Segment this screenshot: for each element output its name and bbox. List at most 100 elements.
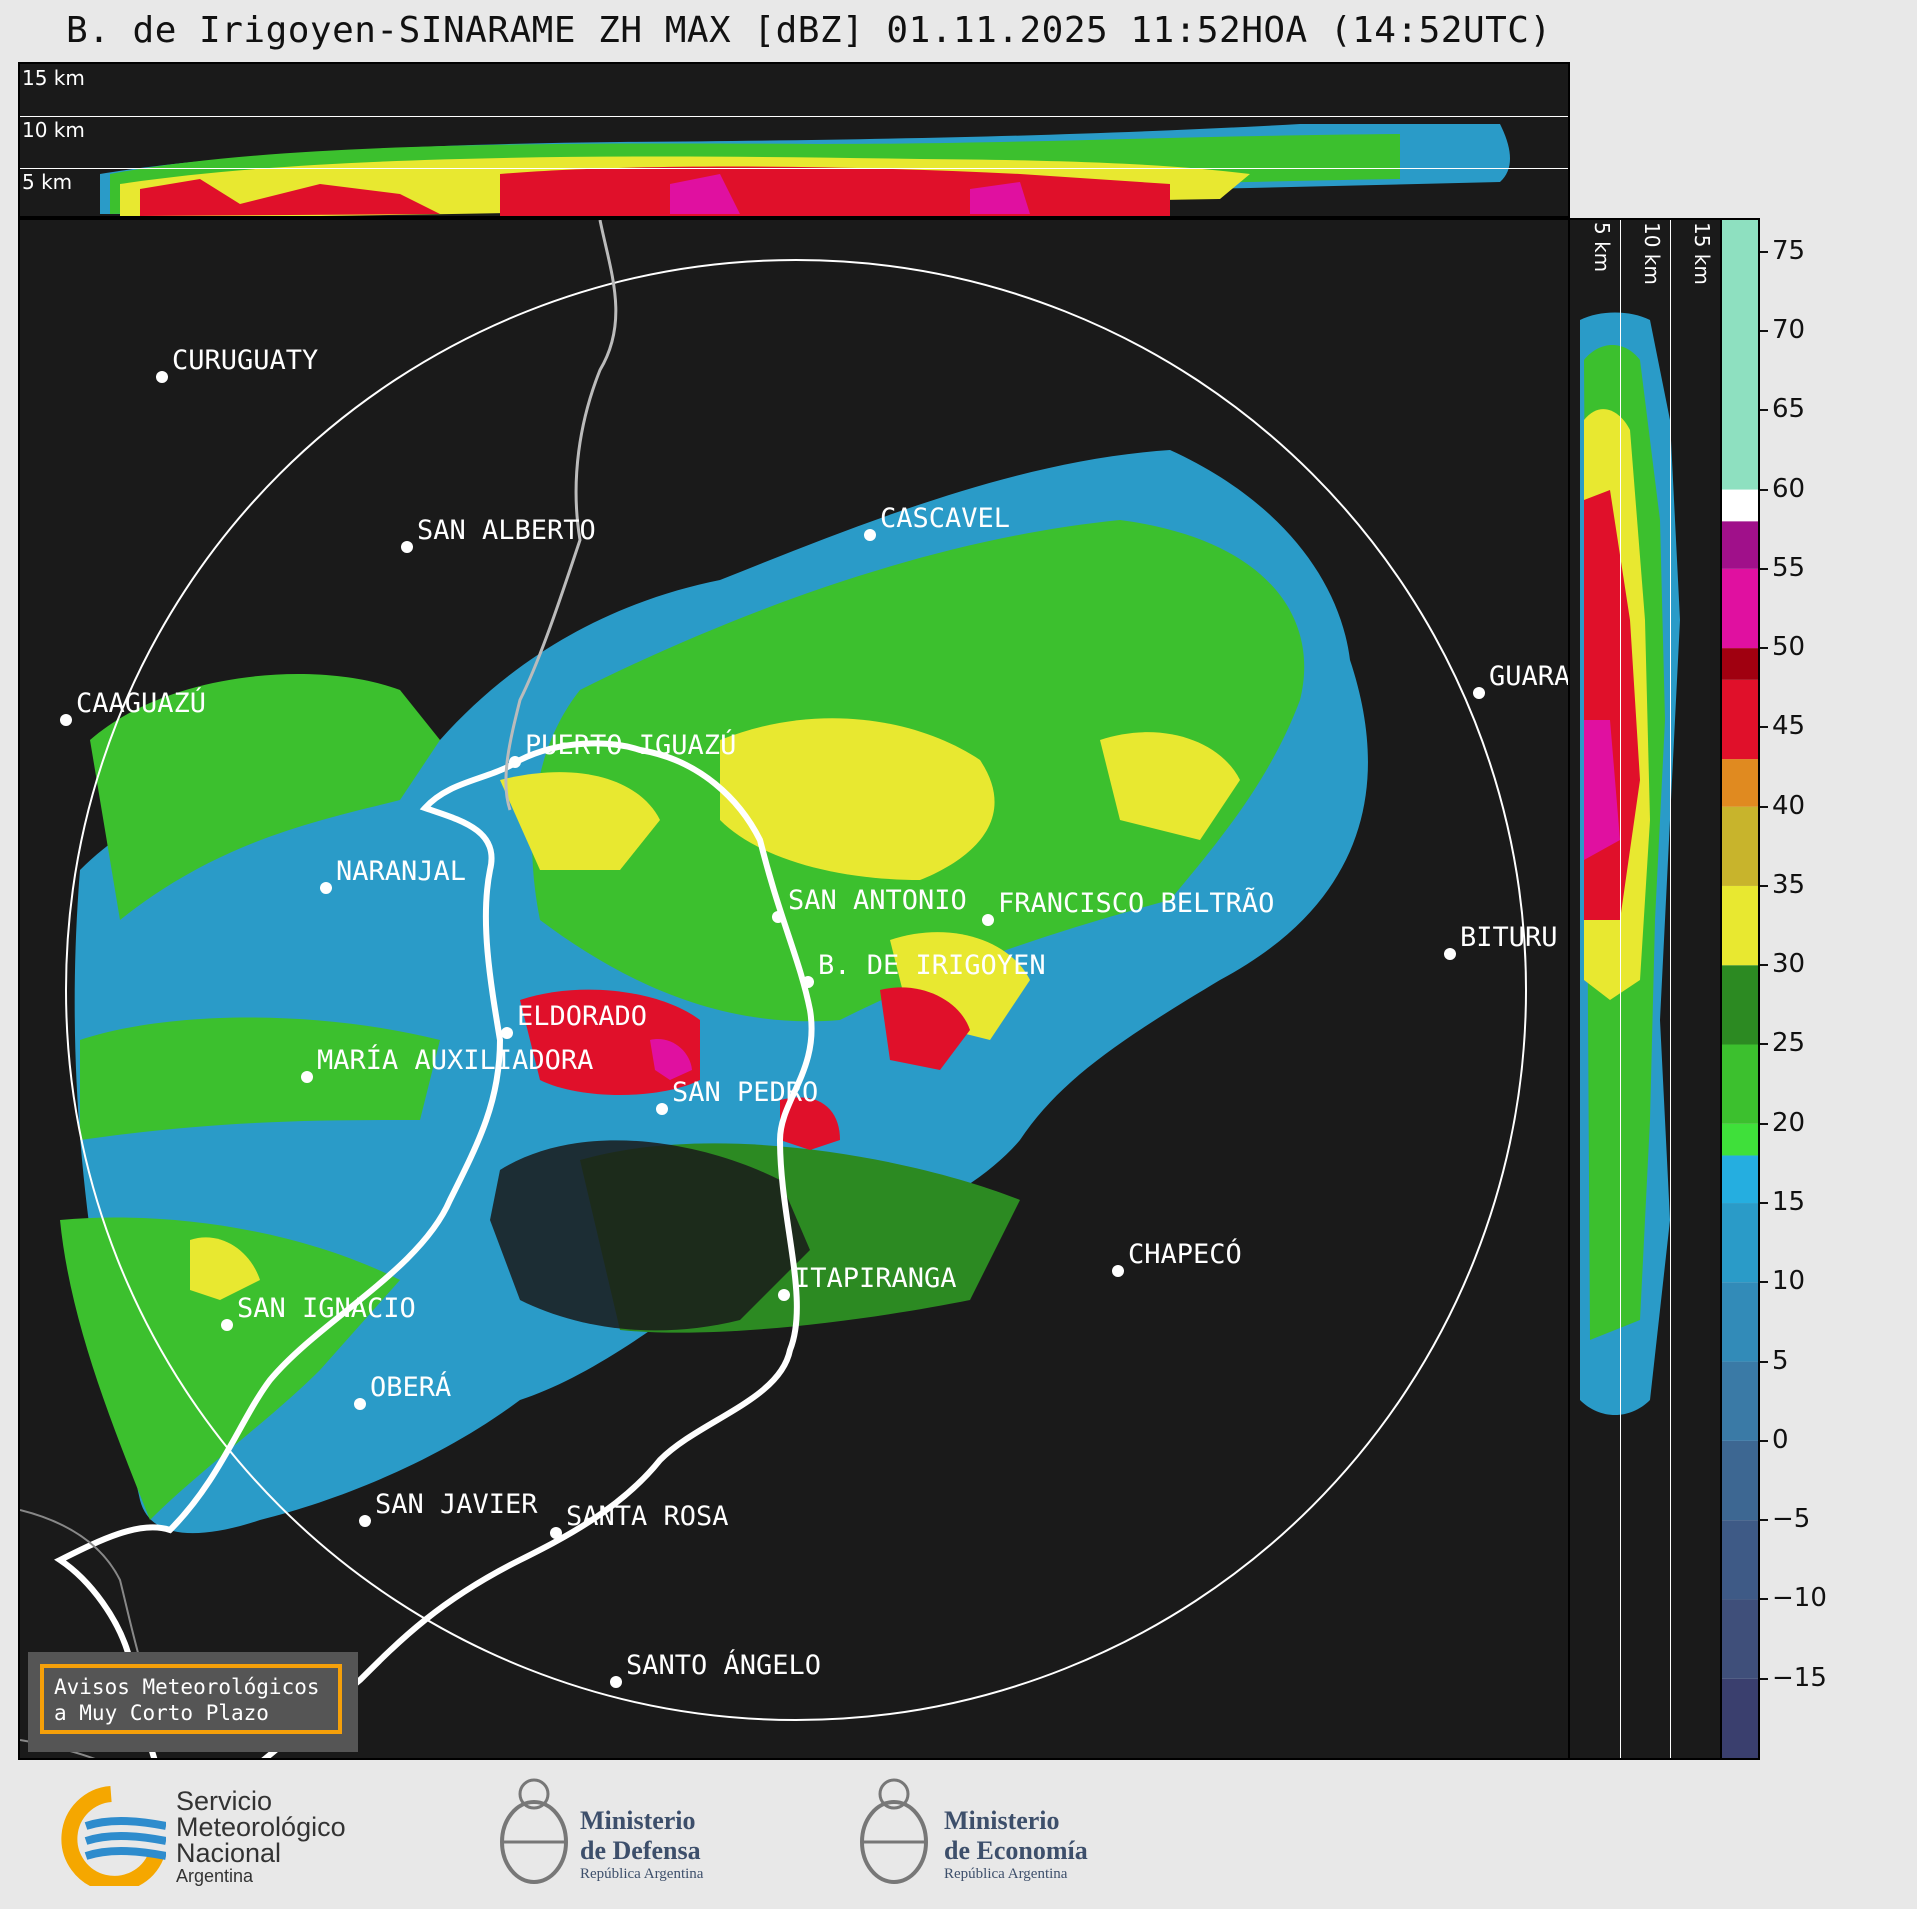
colorbar-band xyxy=(1722,1203,1758,1283)
city-san-pedro[interactable]: SAN PEDRO xyxy=(656,1077,818,1115)
smn-line1: Servicio xyxy=(176,1786,273,1816)
city-label: CASCAVEL xyxy=(880,503,1010,534)
city-chapec-[interactable]: CHAPECÓ xyxy=(1112,1238,1242,1277)
colorbar-tick-label: 70 xyxy=(1772,314,1806,345)
city-label: CHAPECÓ xyxy=(1128,1238,1242,1270)
city-ober-[interactable]: OBERÁ xyxy=(354,1371,451,1410)
city-curuguaty[interactable]: CURUGUATY xyxy=(156,345,318,383)
city-marker-icon[interactable] xyxy=(301,1071,313,1083)
city-marker-icon[interactable] xyxy=(501,1027,513,1039)
colorbar-tick-label: 45 xyxy=(1772,711,1806,742)
city-label: SAN PEDRO xyxy=(672,1077,818,1108)
city-san-alberto[interactable]: SAN ALBERTO xyxy=(401,515,596,553)
smn-line4: Argentina xyxy=(176,1866,254,1886)
city-naranjal[interactable]: NARANJAL xyxy=(320,856,466,894)
colorbar-tick-label: 40 xyxy=(1772,790,1806,821)
colorbar-tick-label: −10 xyxy=(1772,1583,1827,1614)
city-francisco-beltr-o[interactable]: FRANCISCO BELTRÃO xyxy=(982,887,1274,926)
radar-map-panel[interactable]: CURUGUATY SAN ALBERTO CAAGUAZÚ CASCAVEL GUAR… xyxy=(18,218,1570,1760)
economia-logo: Ministerio de Economía República Argenti… xyxy=(854,1772,1134,1898)
top-cross-section-echo xyxy=(100,124,1510,216)
cities-layer: CURUGUATY SAN ALBERTO CAAGUAZÚ CASCAVEL GUAR… xyxy=(60,345,1570,1688)
city-marker-icon[interactable] xyxy=(359,1515,371,1527)
colorbar-tick-mark xyxy=(1760,250,1768,253)
defensa-line2: de Defensa xyxy=(580,1836,701,1865)
city-marker-icon[interactable] xyxy=(772,911,784,923)
city-label: MARÍA AUXILIADORA xyxy=(317,1044,593,1076)
city-label: CURUGUATY xyxy=(172,345,318,376)
city-san-javier[interactable]: SAN JAVIER xyxy=(359,1489,538,1527)
city-cascavel[interactable]: CASCAVEL xyxy=(864,503,1010,541)
colorbar-tick-mark xyxy=(1760,647,1768,650)
defensa-line3: República Argentina xyxy=(580,1866,704,1882)
city-label: FRANCISCO BELTRÃO xyxy=(998,887,1274,919)
reflectivity-yellow-area xyxy=(190,718,1240,1300)
city-san-antonio[interactable]: SAN ANTONIO xyxy=(772,885,967,923)
colorbar-svg xyxy=(1722,220,1758,1758)
city-puerto-iguaz-[interactable]: PUERTO IGUAZÚ xyxy=(509,729,736,768)
city-marker-icon[interactable] xyxy=(401,541,413,553)
city-marker-icon[interactable] xyxy=(1444,948,1456,960)
city-mar-a-auxiliadora[interactable]: MARÍA AUXILIADORA xyxy=(301,1044,593,1083)
city-marker-icon[interactable] xyxy=(354,1398,366,1410)
city-marker-icon[interactable] xyxy=(509,756,521,768)
river-line xyxy=(504,220,618,811)
map-title: B. de Irigoyen-SINARAME ZH MAX [dBZ] 01.… xyxy=(66,10,1552,51)
city-eldorado[interactable]: ELDORADO xyxy=(501,1001,647,1039)
colorbar-tick-mark xyxy=(1760,1202,1768,1205)
city-san-ignacio[interactable]: SAN IGNACIO xyxy=(221,1293,416,1331)
colorbar-band xyxy=(1722,1155,1758,1204)
colorbar-band xyxy=(1722,1282,1758,1362)
city-label: SAN IGNACIO xyxy=(237,1293,416,1324)
colorbar-tick-label: 0 xyxy=(1772,1424,1789,1455)
colorbar-band xyxy=(1722,220,1758,490)
smn-line3: Nacional xyxy=(176,1838,282,1868)
city-marker-icon[interactable] xyxy=(982,914,994,926)
colorbar-tick-mark xyxy=(1760,1122,1768,1125)
city-marker-icon[interactable] xyxy=(656,1103,668,1115)
city-marker-icon[interactable] xyxy=(550,1527,562,1539)
colorbar-band xyxy=(1722,1044,1758,1124)
colorbar-tick-mark xyxy=(1760,1281,1768,1284)
defensa-line1: Ministerio xyxy=(580,1806,696,1835)
side-cross-section-echo xyxy=(1580,312,1680,1415)
colorbar-tick-label: 10 xyxy=(1772,1266,1806,1297)
city-marker-icon[interactable] xyxy=(610,1676,622,1688)
city-marker-icon[interactable] xyxy=(60,714,72,726)
city-itapiranga[interactable]: ITAPIRANGA xyxy=(778,1263,957,1301)
colorbar-band xyxy=(1722,1123,1758,1156)
city-label: SAN ANTONIO xyxy=(788,885,967,916)
city-marker-icon[interactable] xyxy=(864,529,876,541)
economia-line1: Ministerio xyxy=(944,1806,1060,1835)
city-marker-icon[interactable] xyxy=(1112,1265,1124,1277)
colorbar-tick-mark xyxy=(1760,488,1768,491)
city-caaguaz-[interactable]: CAAGUAZÚ xyxy=(60,687,206,726)
city-santa-rosa[interactable]: SANTA ROSA xyxy=(550,1501,729,1539)
colorbar-tick-mark xyxy=(1760,805,1768,808)
city-santo-ngelo[interactable]: SANTO ÁNGELO xyxy=(610,1649,821,1688)
colorbar-tick-mark xyxy=(1760,964,1768,967)
city-marker-icon[interactable] xyxy=(156,371,168,383)
city-label: ELDORADO xyxy=(517,1001,647,1032)
city-label: SAN JAVIER xyxy=(375,1489,538,1520)
colorbar-tick-label: 20 xyxy=(1772,1107,1806,1138)
economia-line2: de Economía xyxy=(944,1836,1088,1865)
city-b-de-irigoyen[interactable]: B. DE IRIGOYEN xyxy=(802,950,1046,988)
city-marker-icon[interactable] xyxy=(1473,687,1485,699)
colorbar-tick-mark xyxy=(1760,726,1768,729)
city-marker-icon[interactable] xyxy=(778,1289,790,1301)
city-bituru[interactable]: BITURU xyxy=(1444,922,1558,960)
colorbar-tick-mark xyxy=(1760,1043,1768,1046)
colorbar-band xyxy=(1722,1440,1758,1521)
city-marker-icon[interactable] xyxy=(320,882,332,894)
colorbar-tick-label: 65 xyxy=(1772,394,1806,425)
warnings-badge[interactable]: Avisos Meteorológicos a Muy Corto Plazo xyxy=(28,1652,358,1752)
warnings-badge-frame[interactable]: Avisos Meteorológicos a Muy Corto Plazo xyxy=(40,1664,342,1734)
city-marker-icon[interactable] xyxy=(802,976,814,988)
colorbar-band xyxy=(1722,648,1758,680)
colorbar-band xyxy=(1722,1599,1758,1679)
city-marker-icon[interactable] xyxy=(221,1319,233,1331)
city-guara[interactable]: GUARA xyxy=(1473,661,1570,699)
colorbar-band xyxy=(1722,1520,1758,1600)
colorbar-band xyxy=(1722,759,1758,807)
